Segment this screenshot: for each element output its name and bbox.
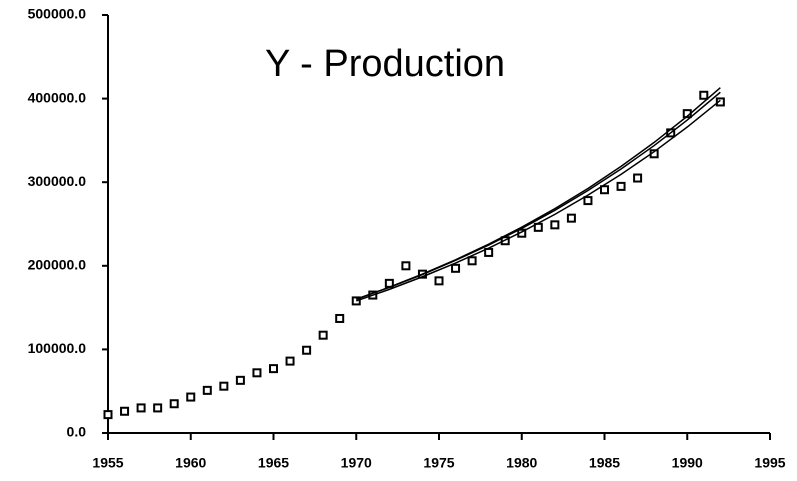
data-point xyxy=(699,90,709,100)
data-point xyxy=(219,381,229,391)
x-tick-label: 1975 xyxy=(423,455,454,471)
data-point xyxy=(252,368,262,378)
chart-title: Y - Production xyxy=(265,43,505,85)
data-point xyxy=(583,196,593,206)
data-point xyxy=(120,406,130,416)
y-tick-label: 0.0 xyxy=(67,424,87,440)
x-tick-label: 1995 xyxy=(754,455,785,471)
data-point xyxy=(616,181,626,191)
data-point xyxy=(302,345,312,355)
y-tick-label: 100000.0 xyxy=(28,340,87,356)
x-tick-label: 1980 xyxy=(506,455,537,471)
data-point xyxy=(633,173,643,183)
data-point xyxy=(434,276,444,286)
fit-line xyxy=(355,87,721,300)
data-point xyxy=(467,256,477,266)
x-tick-label: 1990 xyxy=(672,455,703,471)
data-point xyxy=(600,185,609,195)
data-point xyxy=(335,313,345,323)
y-tick-label: 500000.0 xyxy=(28,6,87,22)
data-point xyxy=(566,213,576,223)
data-point xyxy=(715,97,725,107)
x-tick-label: 1965 xyxy=(258,455,289,471)
fit-line xyxy=(356,99,721,302)
data-point xyxy=(269,364,278,374)
fit-line xyxy=(355,91,721,300)
x-tick-label: 1955 xyxy=(92,455,123,471)
data-point xyxy=(169,399,179,409)
x-tick-label: 1985 xyxy=(589,455,620,471)
data-point xyxy=(153,403,163,413)
data-point xyxy=(550,220,560,230)
data-point xyxy=(451,263,461,273)
y-tick-label: 300000.0 xyxy=(28,173,87,189)
y-tick-label: 200000.0 xyxy=(28,257,87,273)
data-point xyxy=(103,410,113,420)
data-point xyxy=(318,330,328,340)
data-point xyxy=(202,385,212,395)
x-tick-label: 1960 xyxy=(175,455,206,471)
data-point xyxy=(285,356,295,366)
data-point xyxy=(401,261,411,271)
data-point xyxy=(136,403,146,413)
data-point xyxy=(186,392,196,402)
data-point xyxy=(235,375,245,385)
x-tick-label: 1970 xyxy=(341,455,372,471)
y-tick-label: 400000.0 xyxy=(28,89,87,105)
